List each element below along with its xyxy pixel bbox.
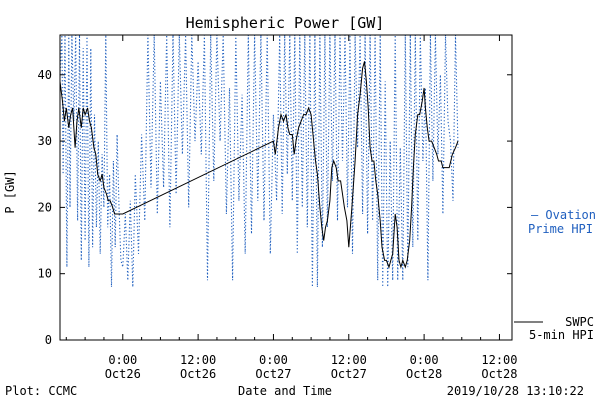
y-tick-label: 0 [45, 333, 52, 347]
x-tick-label-date: Oct27 [331, 367, 367, 381]
x-tick-label-time: 0:00 [108, 353, 137, 367]
legend-ovation-line2: Prime HPI [528, 222, 593, 236]
footer-credit: Plot: CCMC [5, 384, 77, 398]
x-tick-label-time: 12:00 [331, 353, 367, 367]
x-tick-label-time: 0:00 [410, 353, 439, 367]
legend: — Ovation Prime HPI SWPC 5-min HPI [514, 208, 596, 342]
footer-timestamp: 2019/10/28 13:10:22 [447, 384, 584, 398]
x-tick-label-time: 12:00 [180, 353, 216, 367]
y-tick-label: 20 [38, 200, 52, 214]
series-layer [59, 34, 459, 288]
x-tick-label-time: 0:00 [259, 353, 288, 367]
x-tick-label-date: Oct28 [406, 367, 442, 381]
y-tick-label: 10 [38, 267, 52, 281]
legend-swpc-line1: SWPC [565, 315, 594, 329]
x-tick-label-date: Oct28 [481, 367, 517, 381]
x-tick-label-date: Oct27 [255, 367, 291, 381]
legend-swpc-line2: 5-min HPI [529, 328, 594, 342]
series-swpc-5min-hpi [59, 61, 459, 269]
x-tick-label-time: 12:00 [481, 353, 517, 367]
y-ticks: 0 10 20 30 40 [38, 68, 512, 347]
y-tick-label: 30 [38, 134, 52, 148]
x-ticks: 0:00Oct2612:00Oct260:00Oct2712:00Oct270:… [65, 35, 518, 381]
x-tick-label-date: Oct26 [180, 367, 216, 381]
legend-ovation-line1: — Ovation [531, 208, 596, 222]
y-tick-label: 40 [38, 68, 52, 82]
series-ovation-prime-hpi [59, 34, 459, 288]
plot-frame [59, 34, 513, 341]
x-axis-label: Date and Time [238, 384, 332, 398]
x-tick-label-date: Oct26 [105, 367, 141, 381]
y-axis-label: P [GW] [3, 170, 17, 213]
chart-title: Hemispheric Power [GW] [186, 14, 385, 32]
